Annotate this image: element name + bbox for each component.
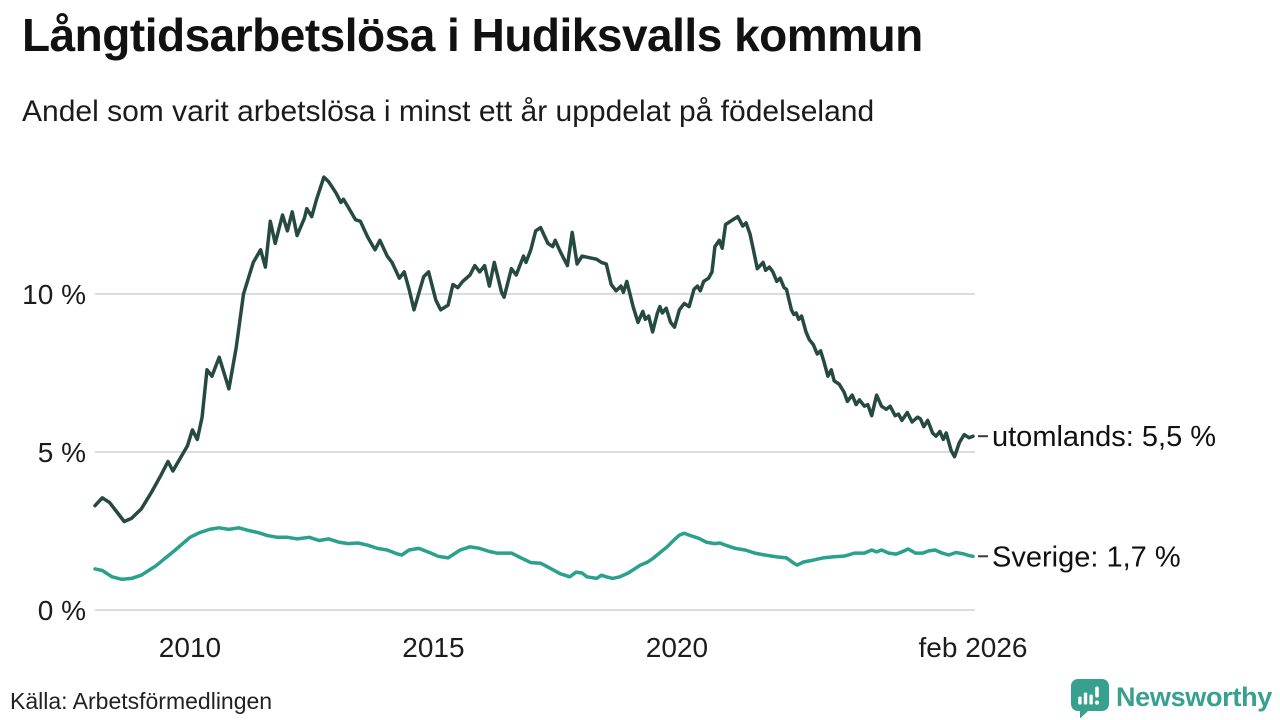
- y-tick-label: 10 %: [22, 279, 86, 310]
- x-axis-labels: 2010 2015 2020 feb 2026: [159, 632, 1028, 663]
- page-title: Långtidsarbetslösa i Hudiksvalls kommun: [22, 9, 923, 61]
- end-label-Sverige: Sverige: 1,7 %: [992, 541, 1181, 573]
- y-tick-label: 5 %: [38, 437, 86, 468]
- page-subtitle: Andel som varit arbetslösa i minst ett å…: [22, 95, 875, 128]
- y-axis-labels: 0 % 5 % 10 %: [22, 279, 86, 626]
- newsworthy-wordmark: Newsworthy: [1115, 682, 1272, 712]
- series-line-Sverige: [93, 526, 975, 582]
- newsworthy-chart-bubble-icon: [1070, 679, 1109, 718]
- series-line-utomlands: [93, 175, 975, 524]
- newsworthy-logo: Newsworthy: [1069, 677, 1272, 718]
- x-tick-label: 2010: [159, 632, 221, 663]
- gridlines: [95, 293, 975, 611]
- series-end-labels: utomlands: 5,5 % Sverige: 1,7 %: [978, 421, 1216, 573]
- x-tick-label: 2015: [402, 632, 464, 663]
- source-text: Källa: Arbetsförmedlingen: [10, 688, 273, 714]
- y-tick-label: 0 %: [38, 595, 86, 626]
- series-lines: [93, 175, 975, 582]
- x-tick-label: 2020: [646, 632, 708, 663]
- end-label-utomlands: utomlands: 5,5 %: [992, 421, 1216, 453]
- x-tick-label: feb 2026: [919, 632, 1028, 663]
